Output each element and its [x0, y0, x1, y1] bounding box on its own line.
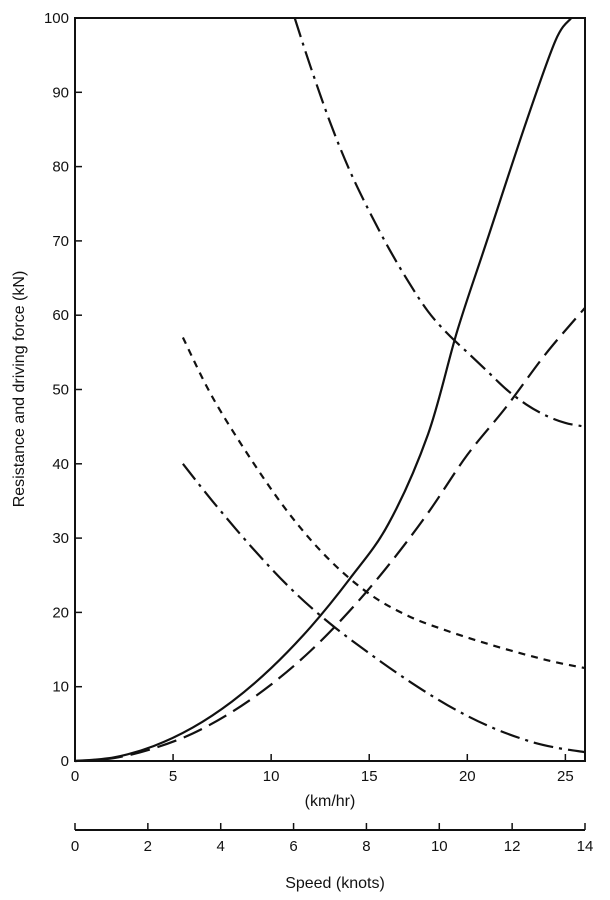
series-line-1: [74, 17, 573, 763]
y-tick-label: 30: [52, 530, 69, 547]
x-tick-label: 25: [557, 768, 574, 785]
x-tick-label: 0: [71, 768, 79, 785]
secondary-x-tick-label: 0: [71, 838, 79, 855]
secondary-x-tick-label: 2: [144, 838, 152, 855]
x-axis-title: (km/hr): [305, 793, 356, 810]
y-tick-label: 0: [61, 753, 69, 770]
axis-layer: 0 10 20 30 40 50 60 70 80 90 100 0 5 10 15 20 25: [44, 10, 574, 785]
secondary-x-tick-label: 6: [289, 838, 297, 855]
x-tick-label: 20: [459, 768, 476, 785]
y-tick-label: 20: [52, 604, 69, 621]
secondary-x-tick-label: 10: [431, 838, 448, 855]
y-tick-label: 50: [52, 382, 69, 399]
x-tick-label: 10: [263, 768, 280, 785]
y-tick-label: 40: [52, 456, 69, 473]
secondary-x-tick-label: 14: [577, 838, 594, 855]
series-line-3: [293, 17, 586, 428]
series-layer: [74, 17, 586, 763]
series-line-2: [74, 307, 586, 763]
secondary-x-tick-label: 8: [362, 838, 370, 855]
y-tick-label: 80: [52, 159, 69, 176]
series-line-5: [182, 463, 586, 754]
x-tick-label: 15: [361, 768, 378, 785]
secondary-x-tick-label: 4: [217, 838, 225, 855]
secondary-x-tick-label: 12: [504, 838, 521, 855]
y-tick-label: 70: [52, 233, 69, 250]
series-line-4: [181, 337, 586, 670]
y-tick-label: 10: [52, 679, 69, 696]
y-tick-label: 100: [44, 10, 69, 27]
y-tick-label: 60: [52, 307, 69, 324]
x-tick-label: 5: [169, 768, 177, 785]
secondary-x-axis: 0 2 4 6 8 10 12 14: [71, 823, 594, 855]
secondary-x-axis-title: Speed (knots): [285, 875, 385, 892]
y-tick-label: 90: [52, 84, 69, 101]
y-axis-title: Resistance and driving force (kN): [11, 271, 28, 508]
